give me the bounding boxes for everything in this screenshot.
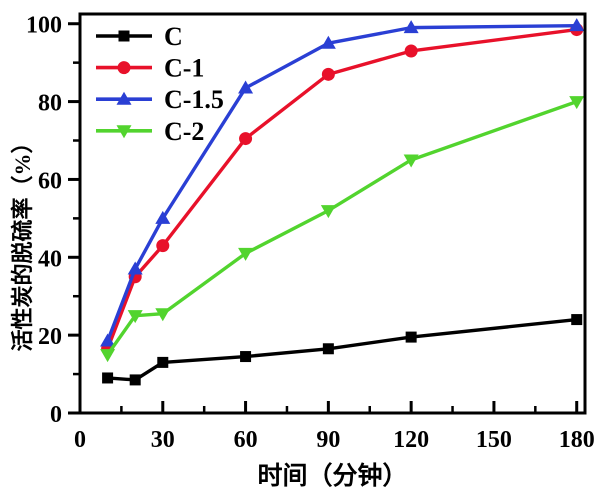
y-tick-label: 60 [38,168,62,194]
legend-item-C: C [96,22,183,51]
y-tick-label: 40 [38,246,62,272]
x-tick-label: 120 [393,427,429,453]
series-C-1 [101,23,584,356]
x-tick-label: 30 [151,427,175,453]
y-tick-label: 0 [50,402,62,428]
legend-item-C-1: C-1 [96,54,204,83]
legend-label: C [164,22,183,51]
series-C-2 [100,96,585,363]
series-C-1.5 [100,18,585,347]
x-tick-label: 60 [234,427,258,453]
legend: C C-1C-1.5 C-2 [96,22,224,146]
x-tick-label: 150 [476,427,512,453]
legend-label: C-2 [164,117,204,146]
plot-frame [78,12,587,415]
y-tick-label: 100 [26,13,62,39]
legend-item-C-2: C-2 [96,117,204,146]
x-tick-label: 90 [316,427,340,453]
x-tick-label: 0 [74,427,86,453]
x-axis-label: 时间（分钟） [257,461,407,490]
x-tick-labels: 0 30 60 90 120 150 180 [74,427,595,453]
y-tick-label: 20 [38,324,62,350]
series-C [102,314,583,386]
y-axis-label: 活性炭的脱硫率（%） [10,131,35,351]
legend-item-C-1.5: C-1.5 [96,85,224,114]
legend-label: C-1.5 [164,85,224,114]
x-tick-label: 180 [559,427,595,453]
y-tick-labels: 0 20 40 60 80 100 [26,13,62,428]
y-tick-label: 80 [38,91,62,117]
series-line [107,317,577,382]
axis-ticks [68,22,579,415]
legend-label: C-1 [164,54,204,83]
